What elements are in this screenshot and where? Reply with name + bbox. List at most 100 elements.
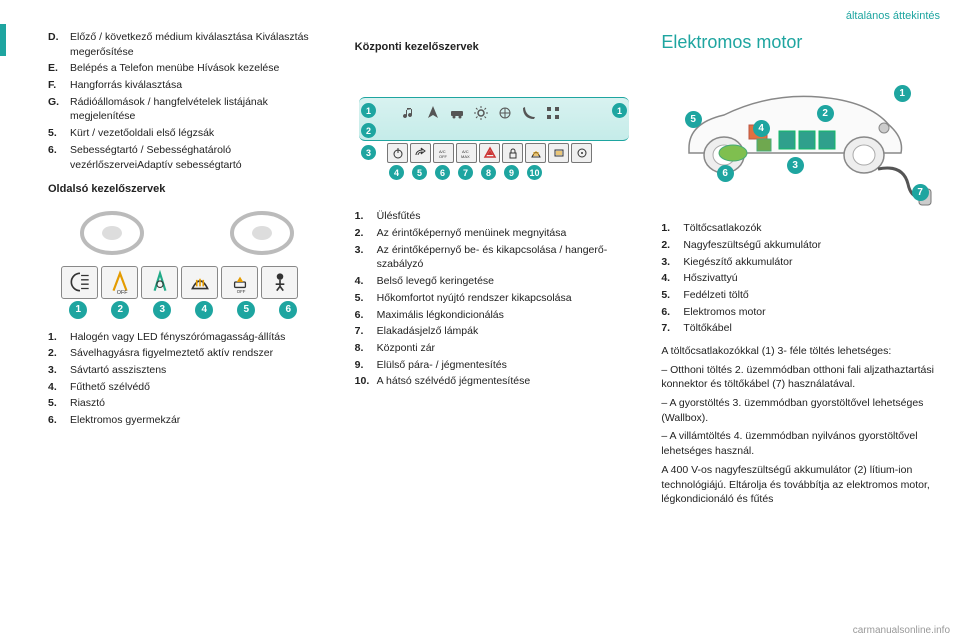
ac-off-icon: A/COFF bbox=[433, 143, 454, 163]
callout-4: 4 bbox=[195, 301, 213, 319]
touchscreen-menu-icons bbox=[401, 105, 561, 121]
item-num: 2. bbox=[661, 238, 683, 253]
paragraph: – A gyorstöltés 3. üzemmódban gyorstöltő… bbox=[661, 396, 940, 425]
button-row: A/COFF A/CMAX bbox=[387, 143, 592, 163]
item-text: Kürt / vezetőoldali első légzsák bbox=[70, 126, 327, 141]
item-text: Elakadásjelző lámpák bbox=[377, 324, 634, 339]
item-num: G. bbox=[48, 95, 70, 124]
manual-page: általános áttekintés D.Előző / következő… bbox=[0, 0, 960, 640]
list-item: F.Hangforrás kiválasztása bbox=[48, 78, 327, 93]
callout-9: 9 bbox=[504, 165, 519, 180]
item-text: Az érintőképernyő be- és kikapcsolása / … bbox=[377, 243, 634, 272]
item-num: 6. bbox=[355, 308, 377, 323]
list-item: 4.Hőszivattyú bbox=[661, 271, 940, 286]
car-cutaway-figure: 1 2 3 4 5 6 7 bbox=[669, 65, 933, 215]
list-item: 5.Kürt / vezetőoldali első légzsák bbox=[48, 126, 327, 141]
list-item: 3.Az érintőképernyő be- és kikapcsolása … bbox=[355, 243, 634, 272]
list-item: 5.Riasztó bbox=[48, 396, 327, 411]
alarm-icon: OFF bbox=[221, 266, 258, 299]
item-num: 3. bbox=[661, 255, 683, 270]
item-num: 10. bbox=[355, 374, 377, 389]
central-controls-list: 1.Ülésfűtés 2.Az érintőképernyő menüinek… bbox=[355, 209, 634, 389]
item-num: 5. bbox=[661, 288, 683, 303]
columns: D.Előző / következő médium kiválasztása … bbox=[0, 0, 960, 511]
item-text: Elektromos motor bbox=[683, 305, 940, 320]
steering-wheel-left-icon bbox=[77, 210, 147, 256]
item-num: D. bbox=[48, 30, 70, 59]
list-item: 4.Belső levegő keringetése bbox=[355, 274, 634, 289]
list-item: 1.Ülésfűtés bbox=[355, 209, 634, 224]
list-item: 5.Hőkomfortot nyújtó rendszer kikapcsolá… bbox=[355, 291, 634, 306]
item-num: 2. bbox=[48, 346, 70, 361]
item-num: 5. bbox=[355, 291, 377, 306]
list-item: 6.Sebességtartó / Sebességhatároló vezér… bbox=[48, 143, 327, 172]
item-num: 2. bbox=[355, 226, 377, 241]
list-item: 3.Sávtartó asszisztens bbox=[48, 363, 327, 378]
list-item: 7.Töltőkábel bbox=[661, 321, 940, 336]
callout-7: 7 bbox=[458, 165, 473, 180]
svg-text:OFF: OFF bbox=[439, 154, 448, 159]
item-num: 8. bbox=[355, 341, 377, 356]
side-controls-figure: OFF OFF 1 2 3 4 5 6 bbox=[57, 206, 317, 326]
callout-3: 3 bbox=[787, 157, 804, 174]
item-text: Előző / következő médium kiválasztása Ki… bbox=[70, 30, 327, 59]
item-text: Kiegészítő akkumulátor bbox=[683, 255, 940, 270]
list-item: 10.A hátsó szélvédő jégmentesítése bbox=[355, 374, 634, 389]
recirculation-icon bbox=[410, 143, 431, 163]
item-text: Elülső pára- / jégmentesítés bbox=[377, 358, 634, 373]
central-controls-figure: 1 2 3 1 A/COFF A/CMAX 4 5 bbox=[359, 63, 629, 203]
list-item: 1.Töltőcsatlakozók bbox=[661, 221, 940, 236]
item-text: Ülésfűtés bbox=[377, 209, 634, 224]
column-3: Elektromos motor bbox=[661, 30, 940, 511]
item-text: Halogén vagy LED fényszórómagasság-állít… bbox=[70, 330, 327, 345]
climate-icon bbox=[497, 105, 513, 121]
item-num: 1. bbox=[48, 330, 70, 345]
power-icon bbox=[387, 143, 408, 163]
callout-2: 2 bbox=[111, 301, 129, 319]
paragraph: – Otthoni töltés 2. üzemmódban otthoni f… bbox=[661, 363, 940, 392]
paragraph: A töltőcsatlakozókkal (1) 3- féle töltés… bbox=[661, 344, 940, 359]
list-item: 3.Kiegészítő akkumulátor bbox=[661, 255, 940, 270]
callout-2: 2 bbox=[817, 105, 834, 122]
item-text: Fedélzeti töltő bbox=[683, 288, 940, 303]
side-controls-list: 1.Halogén vagy LED fényszórómagasság-áll… bbox=[48, 330, 327, 428]
item-text: Sávelhagyásra figyelmeztető aktív rendsz… bbox=[70, 346, 327, 361]
item-num: 6. bbox=[48, 143, 70, 172]
paragraph: A 400 V-os nagyfeszültségű akkumulátor (… bbox=[661, 463, 940, 507]
list-item: 7.Elakadásjelző lámpák bbox=[355, 324, 634, 339]
item-num: 5. bbox=[48, 126, 70, 141]
item-num: E. bbox=[48, 61, 70, 76]
item-num: 7. bbox=[661, 321, 683, 336]
list-item: 8.Központi zár bbox=[355, 341, 634, 356]
accent-bar bbox=[0, 24, 6, 56]
callout-5: 5 bbox=[237, 301, 255, 319]
front-defrost-icon bbox=[525, 143, 546, 163]
headlight-level-icon bbox=[61, 266, 98, 299]
list-item: 4.Fűthető szélvédő bbox=[48, 380, 327, 395]
list-item: 1.Halogén vagy LED fényszórómagasság-áll… bbox=[48, 330, 327, 345]
item-text: Rádióállomások / hangfelvételek listáján… bbox=[70, 95, 327, 124]
list-item: E.Belépés a Telefon menübe Hívások kezel… bbox=[48, 61, 327, 76]
list-item: G.Rádióállomások / hangfelvételek listáj… bbox=[48, 95, 327, 124]
svg-text:OFF: OFF bbox=[117, 290, 129, 295]
item-text: Hangforrás kiválasztása bbox=[70, 78, 327, 93]
rear-defrost-icon bbox=[548, 143, 569, 163]
list-item: 2.Nagyfeszültségű akkumulátor bbox=[661, 238, 940, 253]
list-item: 2.Sávelhagyásra figyelmeztető aktív rend… bbox=[48, 346, 327, 361]
item-text: A hátsó szélvédő jégmentesítése bbox=[377, 374, 634, 389]
item-num: 7. bbox=[355, 324, 377, 339]
list-item: 5.Fedélzeti töltő bbox=[661, 288, 940, 303]
callout-7: 7 bbox=[912, 184, 929, 201]
music-icon bbox=[401, 105, 417, 121]
item-text: Sebességtartó / Sebességhatároló vezérlő… bbox=[70, 143, 327, 172]
callout-8: 8 bbox=[481, 165, 496, 180]
ac-max-icon: A/CMAX bbox=[456, 143, 477, 163]
callout-4: 4 bbox=[753, 120, 770, 137]
item-num: 4. bbox=[355, 274, 377, 289]
item-text: Hőkomfortot nyújtó rendszer kikapcsolása bbox=[377, 291, 634, 306]
item-text: Elektromos gyermekzár bbox=[70, 413, 327, 428]
callout-1: 1 bbox=[894, 85, 911, 102]
item-text: Maximális légkondicionálás bbox=[377, 308, 634, 323]
electric-motor-title: Elektromos motor bbox=[661, 30, 940, 55]
lane-assist-icon bbox=[141, 266, 178, 299]
